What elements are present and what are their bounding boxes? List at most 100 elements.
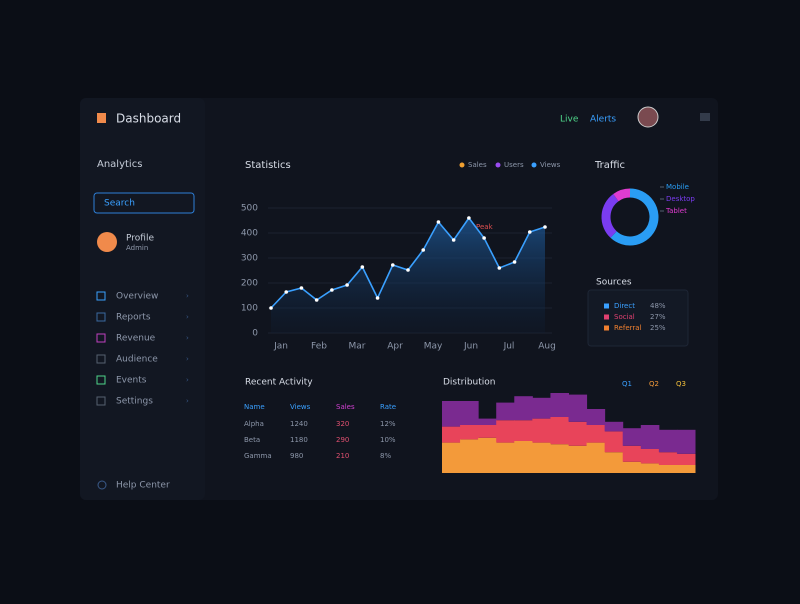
stack-segment — [586, 442, 606, 473]
nav-chevron: › — [186, 313, 189, 321]
y-tick-label: 100 — [241, 304, 258, 314]
stack-segment — [586, 425, 606, 443]
y-tick-label: 400 — [241, 229, 258, 239]
nav-item[interactable]: Overview — [116, 292, 158, 302]
stack-segment — [604, 421, 624, 432]
stack-segment — [568, 421, 588, 446]
point — [512, 260, 517, 264]
point — [482, 236, 486, 240]
stack-segment — [460, 439, 479, 473]
menu-icon[interactable] — [700, 113, 710, 121]
table-cell: 1180 — [290, 436, 308, 444]
profile-avatar[interactable] — [97, 232, 117, 252]
table-cell: Beta — [244, 436, 260, 444]
point — [314, 298, 319, 302]
point — [360, 265, 365, 269]
source-value: 25% — [650, 324, 666, 332]
nav-chevron: › — [186, 334, 189, 342]
legend-label: Users — [504, 161, 524, 169]
stack-segment — [514, 420, 533, 441]
stack-segment — [532, 397, 551, 419]
point — [269, 306, 273, 310]
search-text: Search — [104, 199, 135, 209]
table-cell: 290 — [336, 436, 349, 444]
table-cell: 1240 — [290, 420, 308, 428]
stack-segment — [586, 409, 606, 425]
x-tick-label: Mar — [349, 342, 366, 352]
nav-item[interactable]: Revenue — [116, 334, 156, 344]
table-cell: Gamma — [244, 452, 272, 460]
y-tick-label: 200 — [241, 279, 258, 289]
section-title: Distribution — [443, 378, 496, 388]
stack-segment — [532, 442, 551, 473]
table-cell: 10% — [380, 436, 396, 444]
nav-item[interactable]: Settings — [116, 397, 153, 407]
x-tick-label: Apr — [387, 342, 403, 352]
legend-dot — [459, 162, 465, 168]
stack-segment — [640, 463, 660, 473]
help-icon — [97, 480, 107, 490]
source-swatch — [604, 325, 609, 331]
source-name: Direct — [614, 302, 635, 310]
point — [527, 230, 532, 234]
x-tick-label: Aug — [538, 342, 556, 352]
stack-segment — [658, 465, 678, 473]
stack-segment — [676, 465, 696, 473]
donut-segment — [613, 188, 631, 202]
search-box[interactable] — [93, 192, 195, 214]
nav-item[interactable]: Reports — [116, 313, 151, 323]
point — [543, 225, 547, 229]
table-cell: 980 — [290, 452, 303, 460]
stack-segment — [604, 431, 624, 453]
stack-segment — [658, 429, 678, 453]
section-title: Sources — [596, 278, 632, 288]
stack-segment — [622, 445, 642, 462]
nav-item[interactable]: Events — [116, 376, 147, 386]
stack-segment — [532, 418, 551, 443]
source-name: Social — [614, 313, 635, 321]
stack-segment — [568, 445, 588, 473]
stack-segment — [622, 461, 642, 473]
table-header: Rate — [380, 403, 396, 411]
footer-link[interactable]: Help Center — [116, 481, 170, 491]
stack-segment — [496, 442, 515, 473]
source-swatch — [604, 314, 609, 320]
stack-segment — [640, 425, 660, 449]
point — [406, 268, 410, 272]
stack-segment — [514, 441, 533, 473]
legend-label: Views — [540, 161, 561, 169]
section-title: Traffic — [594, 160, 625, 171]
stack-segment — [550, 444, 569, 473]
stack-segment — [496, 402, 515, 421]
x-tick-label: Jul — [503, 342, 515, 352]
stack-segment — [550, 393, 569, 417]
stack-segment — [568, 394, 588, 422]
stack-segment — [622, 428, 642, 446]
avatar[interactable] — [637, 106, 659, 128]
stack-segment — [676, 453, 696, 465]
section-title: Recent Activity — [245, 378, 313, 388]
nav-icon — [96, 312, 106, 322]
table-cell: 12% — [380, 420, 396, 428]
stack-segment — [442, 426, 461, 443]
table-cell: Alpha — [244, 420, 264, 428]
point — [497, 266, 502, 270]
sidebar — [80, 98, 205, 500]
table-header: Sales — [336, 403, 355, 411]
stack-segment — [460, 425, 479, 440]
nav-icon — [96, 333, 106, 343]
app-title: Dashboard — [116, 112, 181, 126]
point — [436, 220, 441, 224]
nav-item[interactable]: Audience — [116, 355, 158, 365]
stack-segment — [496, 420, 515, 443]
table-cell: 210 — [336, 452, 349, 460]
donut-label: Mobile — [666, 183, 689, 191]
legend-label: Q3 — [676, 380, 686, 388]
stack-segment — [640, 449, 660, 464]
stack-segment — [658, 452, 678, 465]
stack-segment — [478, 425, 497, 438]
nav-chevron: › — [186, 376, 189, 384]
legend-label: Sales — [468, 161, 487, 169]
stack-segment — [478, 418, 497, 425]
